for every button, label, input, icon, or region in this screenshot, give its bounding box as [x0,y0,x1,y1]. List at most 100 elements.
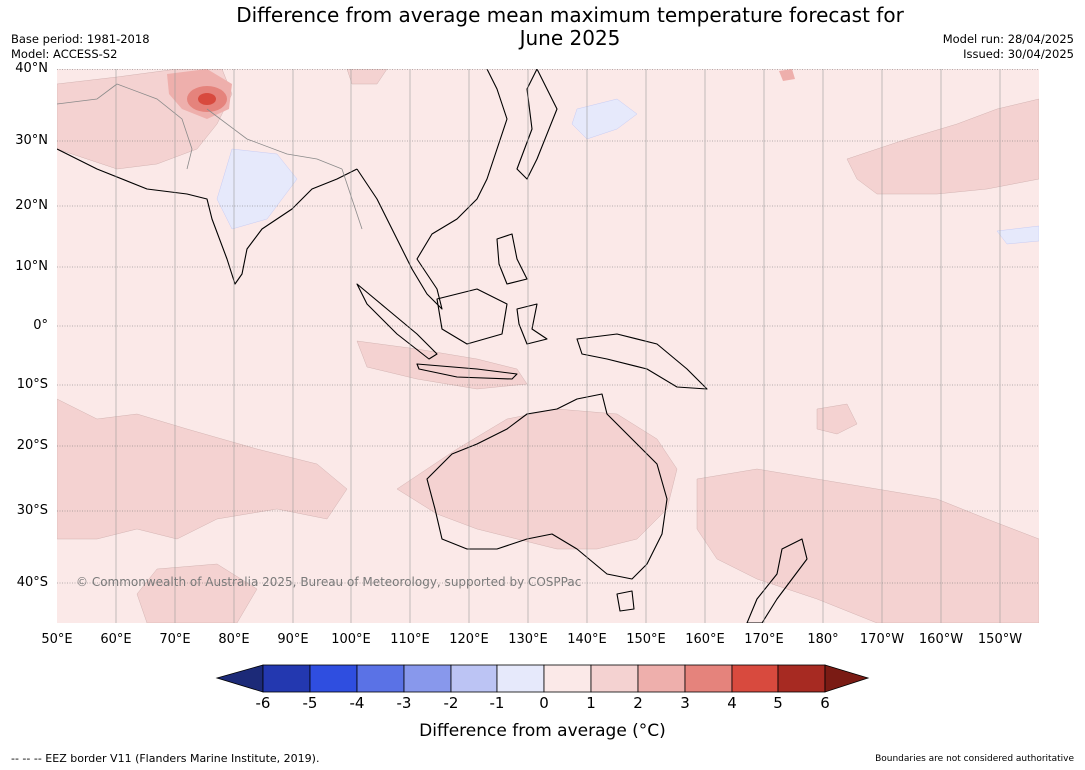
colorbar-cell-8 [590,664,639,693]
colorbar-tick-neg6: -6 [255,694,271,712]
lat-label-30n: 30°N [15,133,48,148]
lat-label-10n: 10°N [15,259,48,274]
anomaly-patch-far-south [136,563,258,623]
colorbar-tick-5: 5 [773,694,783,712]
colorbar-tick-neg4: -4 [349,694,365,712]
colorbar-tick-2: 2 [633,694,643,712]
title-line-1: Difference from average mean maximum tem… [236,3,904,27]
anomaly-patches-neg [216,98,1039,245]
meta-left: Base period: 1981-2018 Model: ACCESS-S2 [11,32,150,62]
coast-southeast-asia [356,69,508,310]
cool-patch-india [216,148,298,230]
colorbar-tick-neg5: -5 [302,694,318,712]
lon-label-130e: 130°E [508,632,548,647]
coast-tasmania [616,590,635,612]
lon-label-150e: 150°E [626,632,666,647]
colorbar-cell-3 [356,664,405,693]
lon-label-70e: 70°E [159,632,191,647]
colorbar-cell-4 [403,664,452,693]
anomaly-patch-south-pacific [816,403,858,435]
colorbar-tick-6: 6 [820,694,830,712]
colorbar-label: Difference from average (°C) [419,721,666,741]
border-iran [57,83,118,105]
colorbar-cell-2 [309,664,358,693]
lon-label-120e: 120°E [449,632,489,647]
border-china-india [206,108,343,170]
colorbar-cell-10 [684,664,733,693]
lon-label-160w: 160°W [918,632,964,647]
lon-label-150w: 150°W [977,632,1023,647]
lat-label-40s: 40°S [16,575,48,590]
lon-label-140e: 140°E [567,632,607,647]
model-run: Model run: 28/04/2025 [942,32,1074,46]
colorbar-cell-12 [777,664,826,693]
border-myanmar [341,168,363,230]
cool-patch-central-pacific [996,225,1039,245]
copyright-notice: © Commonwealth of Australia 2025, Bureau… [76,575,582,589]
model-name: Model: ACCESS-S2 [11,47,118,61]
colorbar-cell-extend-low [215,664,264,693]
coast-sulawesi [516,303,548,345]
title-line-2: June 2025 [519,26,621,50]
colorbar-cell-1 [262,664,311,693]
lon-label-90e: 90°E [277,632,309,647]
anomaly-patches-1-2 [57,69,1039,623]
anomaly-map [57,69,1039,623]
colorbar-tick-4: 4 [727,694,737,712]
anomaly-patch-north-pacific [846,98,1039,195]
colorbar-tick-neg2: -2 [443,694,459,712]
lat-label-20s: 20°S [16,438,48,453]
colorbar-tick-neg1: -1 [489,694,505,712]
coast-new-guinea [576,333,708,390]
coastlines [57,69,808,623]
colorbar-cell-9 [637,664,686,693]
anomaly-patch-tasman [696,468,1039,623]
coast-borneo [436,288,508,345]
coast-new-zealand [746,538,808,623]
anomaly-patch-south-indian [57,398,348,540]
anomaly-patch-indonesia [356,340,528,390]
lon-label-60e: 60°E [100,632,132,647]
anomaly-patch-pacific-hot [779,69,795,81]
colorbar-tick-1: 1 [586,694,596,712]
graticule-meridians [115,69,1001,623]
lon-label-170e: 170°E [744,632,784,647]
colorbar-cell-6 [496,664,545,693]
boundary-disclaimer: Boundaries are not considered authoritat… [875,754,1074,764]
lat-label-30s: 30°S [16,503,48,518]
border-afghanistan-pakistan [116,83,193,170]
lat-label-0: 0° [33,318,48,333]
coast-sumatra [356,283,438,360]
lat-label-10s: 10°S [16,377,48,392]
base-period: Base period: 1981-2018 [11,32,150,46]
lon-label-160e: 160°E [685,632,725,647]
lat-label-40n: 40°N [15,61,48,76]
colorbar-cell-7 [543,664,592,693]
lon-label-100e: 100°E [331,632,371,647]
colorbar-tick-0: 0 [539,694,549,712]
meta-right: Model run: 28/04/2025 Issued: 30/04/2025 [943,32,1074,62]
lon-label-80e: 80°E [218,632,250,647]
anomaly-patch-australia [396,408,678,550]
lat-label-20n: 20°N [15,198,48,213]
map-title: Difference from average mean maximum tem… [170,4,970,50]
graticule-parallels [57,69,1039,584]
anomaly-hotspot-4-5 [198,93,216,105]
coast-philippines [496,233,528,285]
coast-java [416,363,518,380]
coast-india [57,148,358,285]
colorbar-tick-3: 3 [680,694,690,712]
anomaly-patch-top-center [346,69,388,85]
colorbar-cell-extend-high [824,664,870,693]
colorbar [215,664,870,693]
issued-date: Issued: 30/04/2025 [963,47,1074,61]
lon-label-50e: 50°E [41,632,73,647]
lon-label-180: 180° [807,632,839,647]
eez-border-note: -- -- -- EEZ border V11 (Flanders Marine… [11,752,320,765]
lon-label-170w: 170°W [859,632,905,647]
country-borders [57,83,363,230]
colorbar-cell-5 [450,664,498,693]
colorbar-cell-11 [731,664,779,693]
lon-label-110e: 110°E [390,632,430,647]
colorbar-tick-neg3: -3 [396,694,412,712]
